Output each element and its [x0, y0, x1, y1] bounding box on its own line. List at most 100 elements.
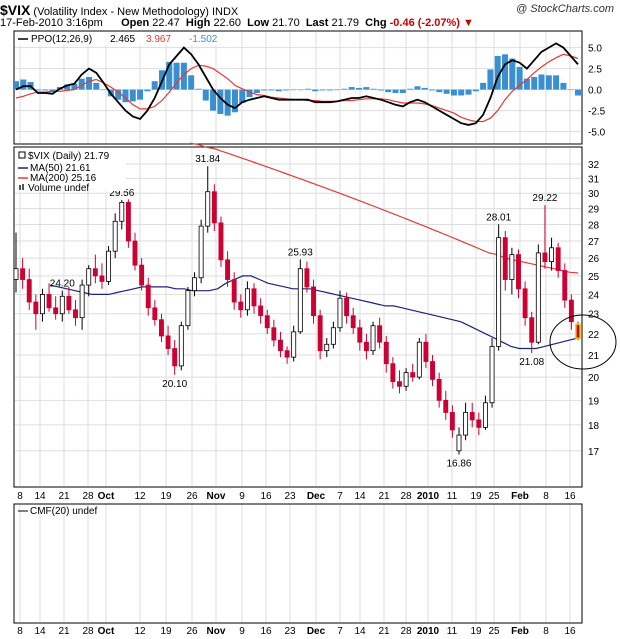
price-annotation: 29.56	[109, 188, 134, 199]
candle-body	[198, 225, 204, 279]
price-ytick-label: 26	[588, 254, 600, 265]
x-tick-label: 16	[564, 626, 576, 637]
x-tick-label: 28	[82, 626, 94, 637]
candle-body	[363, 341, 369, 352]
candle-body	[357, 327, 363, 343]
candle-body	[297, 268, 303, 333]
candle	[92, 254, 98, 284]
candle	[562, 263, 568, 308]
x-tick-label: Dec	[307, 491, 326, 502]
candle-body	[26, 279, 32, 303]
ppo-histogram-bar	[458, 89, 465, 96]
last-value: 21.79	[331, 17, 360, 29]
candle-body	[264, 315, 270, 329]
x-tick-label: 26	[186, 626, 198, 637]
ppo-histogram-bar	[71, 83, 78, 90]
x-tick-label: 21	[58, 626, 70, 637]
candle	[33, 294, 39, 330]
x-tick-label: 11	[447, 491, 458, 502]
cmf-x-axis: 8 14 21 28 Oct 12 19 26 Nov 9 16 23 Dec 7 14 21 28 2010 11…	[17, 626, 576, 637]
highlight-circle	[549, 314, 617, 370]
candle	[304, 261, 310, 293]
candle-body	[416, 341, 422, 378]
x-tick-label: 19	[470, 491, 482, 502]
candle-body	[211, 191, 217, 224]
volume-legend: Volume undef	[28, 183, 89, 194]
candle	[106, 246, 112, 286]
x-tick-label: 28	[400, 626, 412, 637]
ppo-histogram-bar	[465, 89, 472, 95]
ppo-histogram-bar	[100, 89, 107, 91]
ppo-legend-v1: 2.465	[110, 34, 135, 45]
candle	[516, 249, 521, 299]
price-annotation: 25.93	[288, 247, 313, 258]
ppo-histogram-bar	[436, 89, 443, 93]
candle	[205, 166, 211, 233]
candle	[575, 321, 581, 341]
candle-body	[449, 412, 455, 431]
candle	[463, 402, 469, 441]
ppo-histogram-bar	[553, 75, 560, 90]
x-tick-label: Nov	[207, 491, 226, 502]
candle-body	[337, 297, 343, 329]
ppo-histogram-bar	[363, 87, 370, 90]
ppo-legend-v3: -1.502	[189, 34, 218, 45]
ppo-histogram-bar	[356, 87, 363, 90]
ppo-histogram-bar	[414, 86, 421, 90]
candle-body	[390, 363, 396, 383]
candle-body	[244, 288, 250, 311]
x-tick-label: Feb	[511, 626, 529, 637]
candle	[337, 290, 343, 332]
candle	[542, 205, 548, 269]
ppo-histogram-bar	[472, 89, 479, 92]
candle-body	[92, 268, 98, 277]
ppo-histogram-bar	[290, 89, 297, 91]
candle	[403, 368, 409, 391]
last-label: Last	[305, 17, 329, 29]
stockcharts-credit[interactable]: @ StockCharts.com	[516, 3, 614, 15]
candle-body	[20, 268, 26, 280]
ppo-histogram-bar	[180, 62, 187, 90]
candle-body	[251, 288, 257, 307]
x-tick-label: 28	[82, 491, 94, 502]
quote-line: 17-Feb-2010 3:16pm Open 22.47 High 22.60…	[0, 17, 474, 29]
x-tick-label: 21	[58, 491, 70, 502]
ppo-histogram-bar	[385, 89, 392, 93]
ppo-histogram-bar	[450, 89, 457, 96]
price-annotation: 16.86	[446, 459, 471, 470]
candle-body	[542, 252, 548, 263]
candle	[20, 258, 26, 289]
down-arrow-icon: ▼	[462, 17, 474, 29]
candle-body	[112, 220, 118, 252]
candle-body	[106, 250, 112, 282]
candle	[284, 346, 290, 364]
ppo-histogram-bar	[487, 69, 494, 90]
candle	[344, 292, 350, 324]
candle-body	[469, 412, 475, 421]
x-tick-label: 25	[488, 626, 500, 637]
candle	[271, 319, 277, 347]
ppo-histogram-bar	[538, 74, 545, 90]
candle-body	[258, 305, 264, 317]
ppo-histogram-bar	[304, 88, 311, 90]
ppo-histogram-bar	[129, 89, 136, 102]
candle-body	[324, 343, 330, 352]
candle	[496, 224, 502, 351]
price-annotation: 24.20	[50, 279, 75, 290]
x-tick-label: 23	[284, 626, 296, 637]
candle-body	[476, 419, 482, 428]
candle	[363, 333, 369, 360]
price-panel: 29.56 31.84 20.10 25.93 24.20 16.86 28.01 29.22…	[13, 142, 617, 488]
candle	[522, 281, 528, 326]
candle	[125, 199, 131, 248]
ppo-histogram-bar	[188, 75, 195, 90]
x-tick-label: 8	[543, 491, 549, 502]
security-name: (Volatility Index - New Methodology)	[33, 6, 209, 18]
ppo-histogram-bar	[253, 89, 260, 93]
ppo-histogram-bar	[64, 84, 71, 90]
candle	[46, 283, 52, 312]
ma50-legend: MA(50) 21.61	[30, 163, 91, 174]
candle-body	[139, 264, 145, 286]
x-tick-label: 16	[260, 626, 272, 637]
x-tick-label: Oct	[98, 626, 115, 637]
